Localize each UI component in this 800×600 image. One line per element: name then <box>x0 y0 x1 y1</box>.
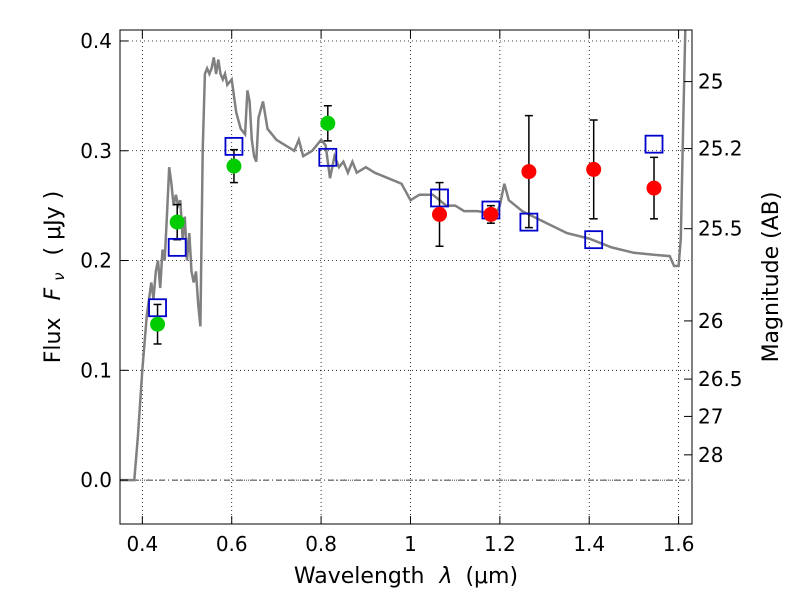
x-tick-label: 0.6 <box>216 532 248 556</box>
data-point-marker <box>320 115 336 131</box>
model-square-marker <box>148 298 167 318</box>
y-axis-label-prefix: Flux <box>41 317 66 363</box>
magnitude-tick-label: 27 <box>698 404 723 428</box>
model-square-marker <box>519 212 539 232</box>
model-square-marker <box>430 188 449 208</box>
data-point-marker <box>150 316 166 332</box>
template-sed-line <box>120 30 687 482</box>
y-axis-label: Flux F ν ( μJy ) <box>41 191 70 363</box>
x-tick-label: 1.4 <box>573 532 605 556</box>
x-tick-label: 1.2 <box>484 532 516 556</box>
y-tick-label: 0.4 <box>80 29 112 53</box>
y-axis-label-unit: ( μJy ) <box>41 191 66 256</box>
x-tick-label: 1.6 <box>663 532 695 556</box>
magnitude-tick-label: 25 <box>698 70 723 94</box>
magnitude-tick-label: 26.5 <box>698 367 743 391</box>
model-square-marker <box>167 237 187 257</box>
data-point-marker <box>586 161 602 177</box>
y-tick-label: 0.1 <box>80 358 112 382</box>
plot-frame <box>119 29 693 525</box>
x-axis-label-symbol: λ <box>438 564 452 589</box>
data-point-marker <box>521 164 537 180</box>
data-point-marker <box>432 206 448 222</box>
model-square-marker <box>318 147 338 167</box>
x-axis-label-unit: (μm) <box>465 564 518 589</box>
model-square-marker <box>584 230 604 250</box>
y-tick-label: 0.2 <box>80 249 112 273</box>
x-tick-label: 0.4 <box>126 532 158 556</box>
plot-area <box>120 30 687 482</box>
data-point-marker <box>169 214 185 230</box>
y-axis-label-symbol: F <box>41 287 66 300</box>
magnitude-tick-label: 26 <box>698 309 723 333</box>
model-square-marker <box>224 136 244 156</box>
data-point-marker <box>646 180 662 196</box>
error-bars <box>153 104 659 345</box>
y-axis-label-subscript: ν <box>50 272 68 280</box>
data-point-marker <box>483 206 499 222</box>
x-tick-label: 1 <box>404 532 417 556</box>
data-markers <box>148 115 664 332</box>
x-axis-label-prefix: Wavelength <box>294 564 425 589</box>
x-tick-label: 0.8 <box>305 532 337 556</box>
grid <box>120 30 692 524</box>
axis-ticks: 0.4 0.6 0.8 1 1.2 1.4 1.6 0.0 0.1 0.2 0.3 0.4 25 25.2… <box>80 29 742 556</box>
secondary-y-axis-label: Magnitude (AB) <box>759 192 784 363</box>
y-tick-label: 0.3 <box>80 139 112 163</box>
y-tick-label: 0.0 <box>80 468 112 492</box>
magnitude-tick-label: 25.5 <box>698 217 743 241</box>
data-point-marker <box>226 158 242 174</box>
x-axis-label: Wavelength λ (μm) <box>294 564 518 589</box>
magnitude-tick-label: 25.2 <box>698 137 743 161</box>
model-square-marker <box>644 134 664 154</box>
magnitude-tick-label: 28 <box>698 443 723 467</box>
